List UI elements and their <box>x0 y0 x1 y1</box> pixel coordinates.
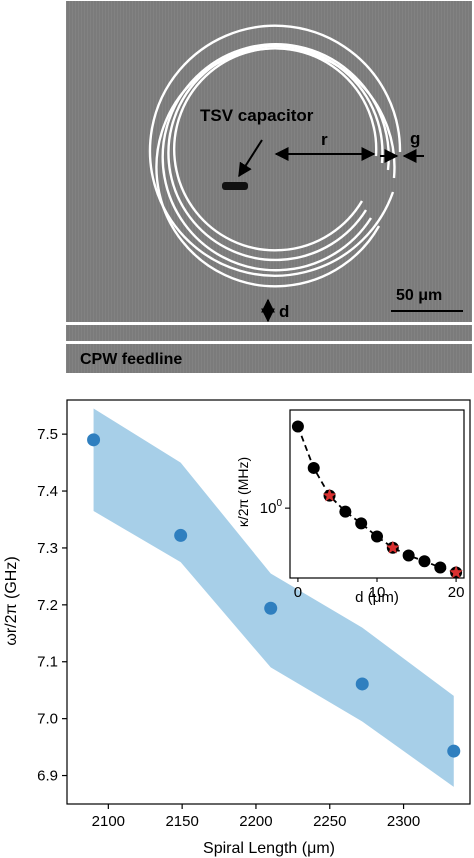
main-plot-frame <box>66 399 471 805</box>
data-point <box>87 433 101 447</box>
tsv-capacitor <box>222 182 248 190</box>
y-tick-label: 7.2 <box>37 597 58 614</box>
inset-dashed-trend <box>297 426 457 574</box>
main-chart: 2100 2150 2200 2250 2300 6.9 7.0 7.1 7.2 7.3 7.4 7… <box>3 399 471 857</box>
inset-highlight-star <box>322 488 337 502</box>
radius-label: r <box>321 130 328 149</box>
main-x-axis-label: Spiral Length (μm) <box>203 840 335 857</box>
inset-data-point <box>371 530 383 543</box>
x-tick-label: 2150 <box>165 813 198 830</box>
x-tick-label: 2100 <box>92 813 125 830</box>
spiral-turn-2 <box>161 43 390 272</box>
main-points <box>87 433 461 758</box>
feedline-lower-edge <box>66 341 472 344</box>
inset-highlight-star <box>449 565 463 579</box>
inset-x-tick-label: 0 <box>294 584 302 601</box>
inset-y-axis-label: κ/2π (MHz) <box>235 457 251 527</box>
data-point <box>355 677 369 691</box>
distance-label: d <box>279 302 289 321</box>
inset-highlight-star <box>386 540 400 554</box>
inset-data-point <box>418 555 431 568</box>
inset-x-tick-label: 20 <box>448 584 465 601</box>
inset-x-tick-label: 10 <box>369 584 386 601</box>
spiral-turn-1 <box>155 47 396 288</box>
inset-chart: 0 10 20 100 d (μm) κ/2π (MHz) <box>235 409 465 606</box>
data-point <box>264 601 278 615</box>
x-tick-label: 2300 <box>387 813 420 830</box>
inset-x-axis-label: d (μm) <box>355 589 399 606</box>
inset-data-point <box>434 561 447 574</box>
y-tick-label: 6.9 <box>37 768 58 785</box>
x-tick-label: 2200 <box>239 813 272 830</box>
gap-label: g <box>410 129 420 148</box>
main-y-ticks: 6.9 7.0 7.1 7.2 7.3 7.4 7.5 <box>37 426 67 785</box>
scale-bar-label: 50 μm <box>396 287 442 304</box>
data-point <box>174 528 188 542</box>
inset-background <box>290 410 464 578</box>
y-tick-label: 7.3 <box>37 540 58 557</box>
feedline-upper-edge <box>66 322 472 325</box>
tsv-capacitor-arrow <box>238 139 263 178</box>
inset-x-ticks: 0 10 20 <box>294 578 465 601</box>
y-tick-label: 7.1 <box>37 654 58 671</box>
y-tick-label: 7.5 <box>37 426 58 443</box>
main-y-axis-label: ωr/2π (GHz) <box>3 556 20 645</box>
inset-data-point <box>307 461 320 474</box>
spiral-resonator <box>148 24 402 288</box>
micrograph-panel: TSV capacitor r g d 50 μm CPW feedline <box>66 1 472 373</box>
main-x-ticks: 2100 2150 2200 2250 2300 <box>92 804 420 830</box>
confidence-band-layer <box>93 408 454 787</box>
inset-data-point <box>339 505 352 518</box>
inset-y-ticks: 100 <box>260 498 290 517</box>
inset-data-point <box>355 517 368 530</box>
inset-y-tick-label: 100 <box>260 498 283 517</box>
spiral-turn-5 <box>148 24 402 277</box>
y-tick-label: 7.0 <box>37 711 58 728</box>
feedline-label: CPW feedline <box>80 351 182 368</box>
confidence-band <box>93 408 454 787</box>
data-point <box>447 744 461 758</box>
tsv-capacitor-label: TSV capacitor <box>200 106 314 125</box>
y-tick-label: 7.4 <box>37 483 58 500</box>
spiral-turn-3 <box>167 44 384 262</box>
spiral-turn-4 <box>173 47 378 252</box>
inset-stars <box>322 488 463 579</box>
x-tick-label: 2250 <box>313 813 346 830</box>
inset-data-point <box>291 420 304 433</box>
inset-data-point <box>402 549 415 562</box>
